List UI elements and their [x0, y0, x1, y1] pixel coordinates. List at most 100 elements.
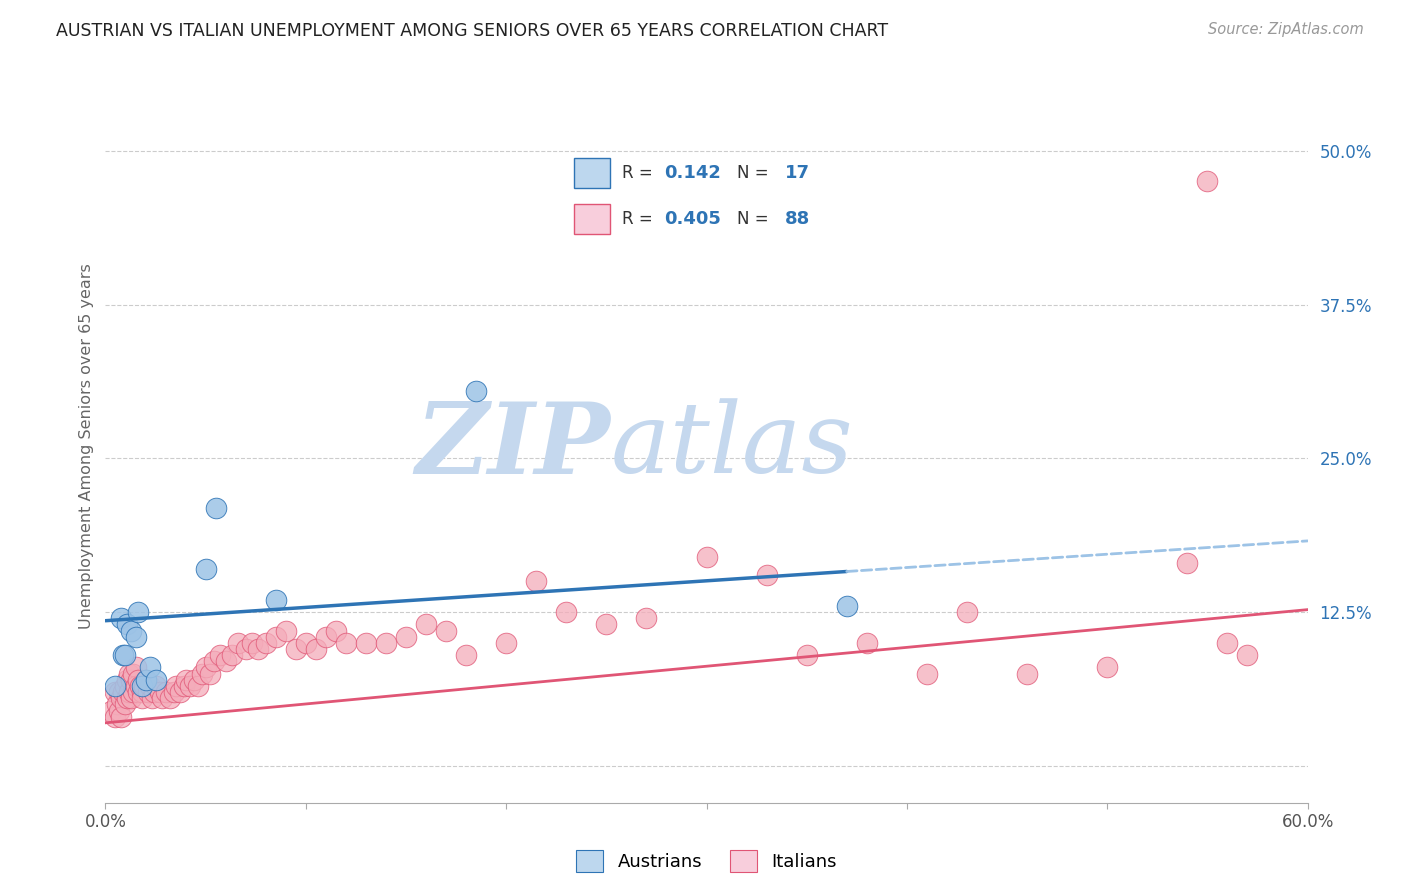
Point: [274, 624, 297, 638]
Point: [221, 648, 243, 662]
Point: [124, 630, 146, 644]
Point: [132, 679, 155, 693]
Point: [796, 648, 818, 662]
Point: [465, 384, 488, 398]
Point: [295, 636, 318, 650]
Point: [835, 599, 858, 613]
Point: [395, 630, 418, 644]
Point: [117, 691, 139, 706]
Point: [226, 636, 249, 650]
Legend: Austrians, Italians: Austrians, Italians: [569, 843, 844, 880]
Point: [1197, 174, 1219, 188]
Point: [179, 679, 201, 693]
Point: [254, 636, 277, 650]
Point: [127, 605, 149, 619]
Point: [183, 673, 205, 687]
Point: [202, 654, 225, 668]
Point: [325, 624, 347, 638]
Point: [1236, 648, 1258, 662]
Text: Source: ZipAtlas.com: Source: ZipAtlas.com: [1208, 22, 1364, 37]
Point: [524, 574, 547, 589]
Point: [696, 549, 718, 564]
Text: ZIP: ZIP: [415, 398, 610, 494]
Point: [1097, 660, 1119, 674]
Point: [104, 685, 127, 699]
Text: 88: 88: [785, 211, 810, 228]
Point: [214, 654, 236, 668]
Point: [124, 660, 146, 674]
Point: [495, 636, 517, 650]
Point: [124, 679, 146, 693]
Point: [374, 636, 398, 650]
Point: [145, 673, 167, 687]
Point: [138, 679, 160, 693]
Point: [131, 685, 153, 699]
Point: [135, 673, 157, 687]
Point: [118, 666, 141, 681]
Text: atlas: atlas: [610, 399, 853, 493]
Text: N =: N =: [737, 164, 773, 182]
Point: [108, 685, 131, 699]
Point: [104, 679, 127, 693]
Point: [187, 679, 209, 693]
Point: [284, 642, 307, 657]
Text: R =: R =: [623, 164, 658, 182]
Point: [142, 685, 165, 699]
Point: [855, 636, 877, 650]
Point: [194, 562, 217, 576]
Point: [415, 617, 437, 632]
Point: [169, 685, 191, 699]
Point: [127, 673, 149, 687]
Point: [264, 592, 287, 607]
Point: [138, 660, 160, 674]
Point: [555, 605, 578, 619]
Point: [104, 709, 127, 723]
Point: [956, 605, 979, 619]
Point: [354, 636, 377, 650]
Point: [155, 685, 177, 699]
Point: [434, 624, 457, 638]
Point: [112, 685, 135, 699]
Point: [131, 679, 153, 693]
Point: [148, 685, 170, 699]
Y-axis label: Unemployment Among Seniors over 65 years: Unemployment Among Seniors over 65 years: [79, 263, 94, 629]
Point: [114, 648, 136, 662]
Point: [122, 685, 145, 699]
Point: [121, 624, 143, 638]
FancyBboxPatch shape: [574, 158, 610, 188]
Point: [117, 673, 139, 687]
Point: [204, 500, 226, 515]
Point: [1216, 636, 1239, 650]
Point: [110, 691, 132, 706]
Point: [198, 666, 221, 681]
Text: 0.142: 0.142: [665, 164, 721, 182]
Text: 17: 17: [785, 164, 810, 182]
Point: [755, 568, 778, 582]
Text: 0.405: 0.405: [665, 211, 721, 228]
Point: [190, 666, 212, 681]
Point: [165, 679, 187, 693]
Point: [107, 698, 129, 712]
Point: [110, 611, 132, 625]
Point: [315, 630, 337, 644]
Point: [235, 642, 257, 657]
Point: [117, 617, 139, 632]
Point: [118, 685, 141, 699]
Point: [127, 685, 149, 699]
Point: [174, 673, 197, 687]
Point: [100, 704, 122, 718]
Point: [915, 666, 938, 681]
Point: [128, 679, 150, 693]
Point: [454, 648, 477, 662]
Point: [595, 617, 617, 632]
Point: [636, 611, 658, 625]
Point: [150, 691, 173, 706]
Point: [136, 685, 159, 699]
Point: [305, 642, 328, 657]
Point: [114, 679, 136, 693]
Text: R =: R =: [623, 211, 658, 228]
Point: [1177, 556, 1199, 570]
Point: [264, 630, 287, 644]
Point: [194, 660, 217, 674]
Point: [208, 648, 231, 662]
